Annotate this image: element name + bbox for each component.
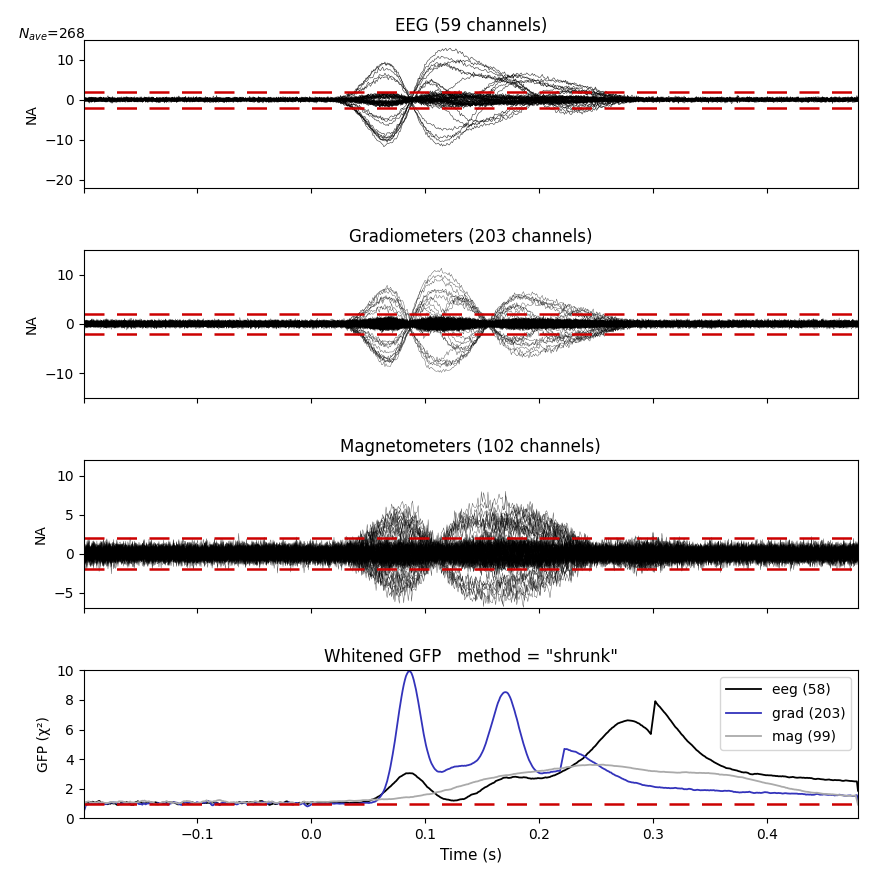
Title: Gradiometers (203 channels): Gradiometers (203 channels) [349, 228, 592, 246]
mag (99) [587, 759, 598, 770]
grad (203) [78, 807, 89, 818]
eeg (58) [587, 744, 598, 755]
eeg (58) [268, 798, 278, 809]
grad (203) [268, 796, 278, 807]
mag (99) [268, 796, 278, 807]
mag (99) [777, 781, 788, 792]
Y-axis label: NA: NA [25, 314, 39, 334]
Title: Magnetometers (102 channels): Magnetometers (102 channels) [341, 437, 601, 456]
Y-axis label: NA: NA [34, 524, 48, 544]
X-axis label: Time (s): Time (s) [440, 847, 502, 862]
mag (99) [297, 797, 307, 808]
Legend: eeg (58), grad (203), mag (99): eeg (58), grad (203), mag (99) [721, 678, 851, 750]
eeg (58) [650, 696, 661, 707]
mag (99) [323, 796, 334, 807]
grad (203) [404, 666, 414, 677]
Line: eeg (58): eeg (58) [84, 701, 858, 810]
Line: mag (99): mag (99) [84, 765, 858, 809]
mag (99) [598, 759, 608, 770]
eeg (58) [682, 736, 693, 746]
eeg (58) [297, 798, 307, 809]
Y-axis label: NA: NA [25, 104, 39, 123]
Title: Whitened GFP   method = "shrunk": Whitened GFP method = "shrunk" [324, 648, 618, 666]
grad (203) [682, 784, 693, 795]
Y-axis label: GFP (χ²): GFP (χ²) [37, 716, 51, 773]
grad (203) [588, 757, 598, 767]
eeg (58) [323, 797, 334, 808]
Line: grad (203): grad (203) [84, 671, 858, 812]
mag (99) [682, 767, 693, 778]
eeg (58) [777, 771, 788, 781]
eeg (58) [78, 805, 89, 816]
mag (99) [78, 803, 89, 814]
eeg (58) [853, 786, 863, 796]
grad (203) [323, 799, 334, 810]
grad (203) [853, 796, 863, 806]
Text: $N_{ave}$=268: $N_{ave}$=268 [18, 26, 85, 43]
grad (203) [297, 798, 307, 809]
Title: EEG (59 channels): EEG (59 channels) [394, 18, 547, 35]
grad (203) [777, 788, 788, 799]
mag (99) [853, 799, 863, 810]
